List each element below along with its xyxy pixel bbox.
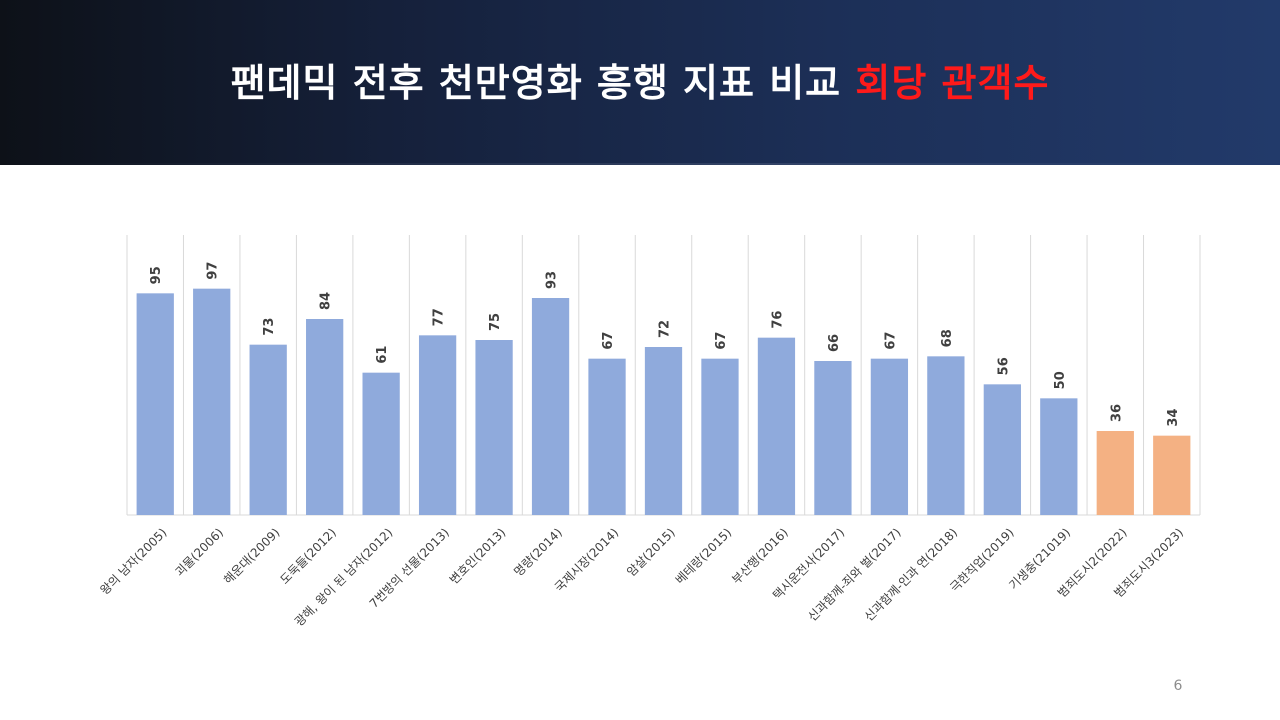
- bar: [475, 340, 513, 515]
- header-banner: 팬데믹 전후 천만영화 흥행 지표 비교 회당 관객수: [0, 0, 1280, 165]
- x-tick-label: 신과함께-인과 연(2018): [862, 525, 961, 624]
- data-label: 77: [432, 308, 447, 326]
- bar: [531, 298, 570, 515]
- x-tick-label: 베테랑(2015): [673, 525, 735, 587]
- page-number: 6: [1173, 678, 1183, 694]
- data-label: 95: [149, 266, 164, 284]
- data-label: 61: [375, 346, 390, 364]
- data-label: 67: [601, 332, 616, 350]
- bar: [1096, 431, 1134, 515]
- data-label: 76: [770, 311, 785, 329]
- data-label: 84: [319, 292, 334, 310]
- bar: [927, 356, 965, 515]
- bar: [644, 347, 683, 515]
- bar: [701, 358, 739, 515]
- x-tick-label: 변호인(2013): [447, 525, 509, 587]
- data-label: 93: [545, 271, 560, 289]
- data-label: 67: [883, 332, 898, 350]
- data-label: 75: [488, 313, 503, 331]
- bar: [757, 337, 796, 515]
- data-label: 56: [996, 357, 1011, 375]
- x-tick-label: 해운대(2009): [221, 525, 283, 587]
- bar: [814, 361, 852, 515]
- bar: [983, 384, 1021, 515]
- data-label: 73: [262, 318, 277, 336]
- bar-chart: 95 왕의 남자(2005) 97 괴물(2006) 73 해운대(2009) 84 도둑들(…: [0, 165, 1280, 720]
- data-label: 97: [206, 262, 221, 280]
- data-label: 36: [1109, 404, 1124, 422]
- x-tick-label: 도둑들(2012): [277, 525, 339, 587]
- slide-title: 팬데믹 전후 천만영화 흥행 지표 비교 회당 관객수: [0, 52, 1280, 107]
- bar: [362, 372, 400, 515]
- bar: [249, 344, 287, 515]
- bar: [193, 288, 231, 515]
- bar: [306, 319, 344, 515]
- data-label: 66: [827, 334, 842, 352]
- bar: [588, 358, 626, 515]
- data-label: 50: [1053, 371, 1068, 389]
- x-tick-label: 왕의 남자(2005): [98, 525, 170, 597]
- x-tick-label: 신과함께-죄와 벌(2017): [805, 525, 904, 624]
- data-label: 34: [1166, 409, 1181, 427]
- x-tick-label: 괴물(2006): [172, 525, 226, 579]
- bar: [418, 335, 457, 515]
- x-tick-label: 부산행(2016): [729, 525, 791, 587]
- bar: [870, 358, 909, 515]
- x-tick-label: 광해, 왕이 된 남자(2012): [292, 525, 396, 629]
- bar: [136, 293, 174, 515]
- bar: [1040, 398, 1078, 515]
- title-accent: 회당 관객수: [855, 61, 1050, 105]
- bar: [1153, 435, 1191, 515]
- data-label: 72: [658, 320, 673, 338]
- x-tick-label: 암살(2015): [624, 525, 678, 579]
- x-tick-label: 명량(2014): [511, 525, 565, 579]
- bar-chart-svg: 95 왕의 남자(2005) 97 괴물(2006) 73 해운대(2009) 84 도둑들(…: [98, 235, 1201, 629]
- title-main: 팬데믹 전후 천만영화 흥행 지표 비교: [230, 61, 842, 105]
- data-label: 68: [940, 329, 955, 347]
- data-label: 67: [714, 332, 729, 350]
